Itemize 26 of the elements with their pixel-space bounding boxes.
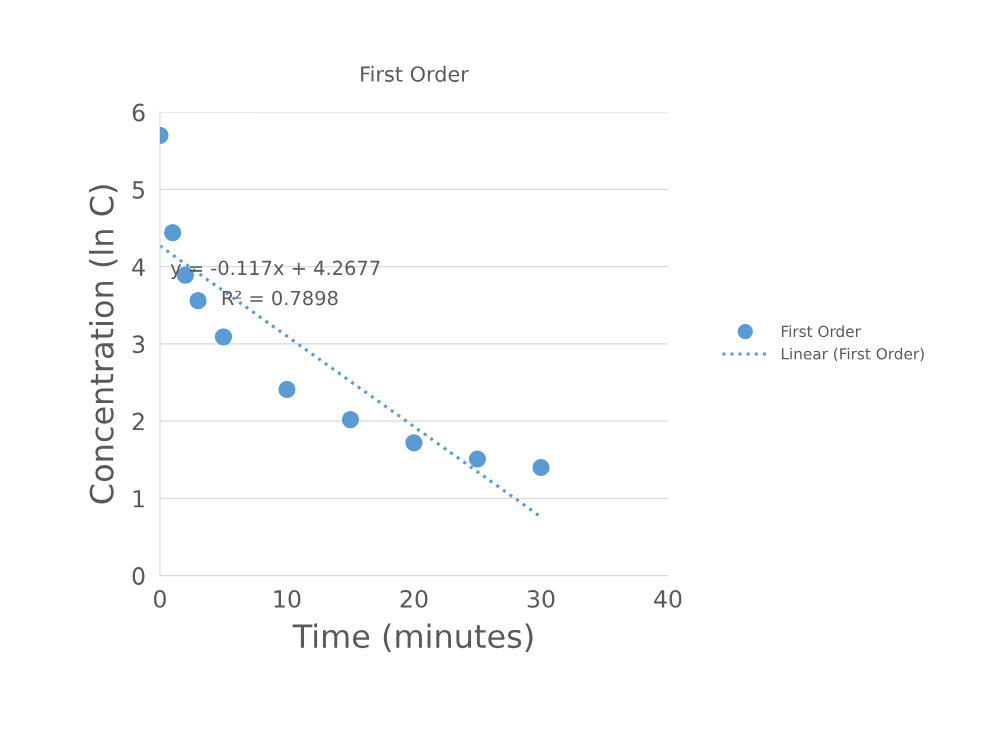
y-tick-label: 1 xyxy=(133,490,144,508)
x-tick-label: 20 xyxy=(400,589,428,608)
point xyxy=(189,292,207,310)
point xyxy=(214,328,233,346)
y-tick-label: 4 xyxy=(132,258,145,276)
y-tick-label: 2 xyxy=(132,412,144,431)
point xyxy=(468,450,487,468)
y-tick-label: 5 xyxy=(132,181,144,199)
legend-label: Linear (First Order) xyxy=(781,347,924,362)
chart-title: First Order xyxy=(361,65,469,82)
point xyxy=(341,410,360,429)
point xyxy=(405,434,423,452)
legend-label: First Order xyxy=(781,325,861,338)
y-axis-title: Concentration (ln C) xyxy=(89,185,118,504)
x-tick-label: 0 xyxy=(154,589,166,608)
y-tick-label: 6 xyxy=(132,103,145,122)
x-axis-title: Time (minutes) xyxy=(292,623,533,652)
x-tick-label: 10 xyxy=(274,589,301,608)
point xyxy=(532,458,550,477)
y-tick-label: 0 xyxy=(132,567,145,585)
point xyxy=(164,224,182,242)
point xyxy=(278,380,296,399)
annotation: R² = 0.7898 xyxy=(222,290,338,306)
y-tick-label: 3 xyxy=(132,335,145,354)
x-tick-label: 30 xyxy=(527,589,555,608)
x-tick-label: 40 xyxy=(654,589,682,608)
